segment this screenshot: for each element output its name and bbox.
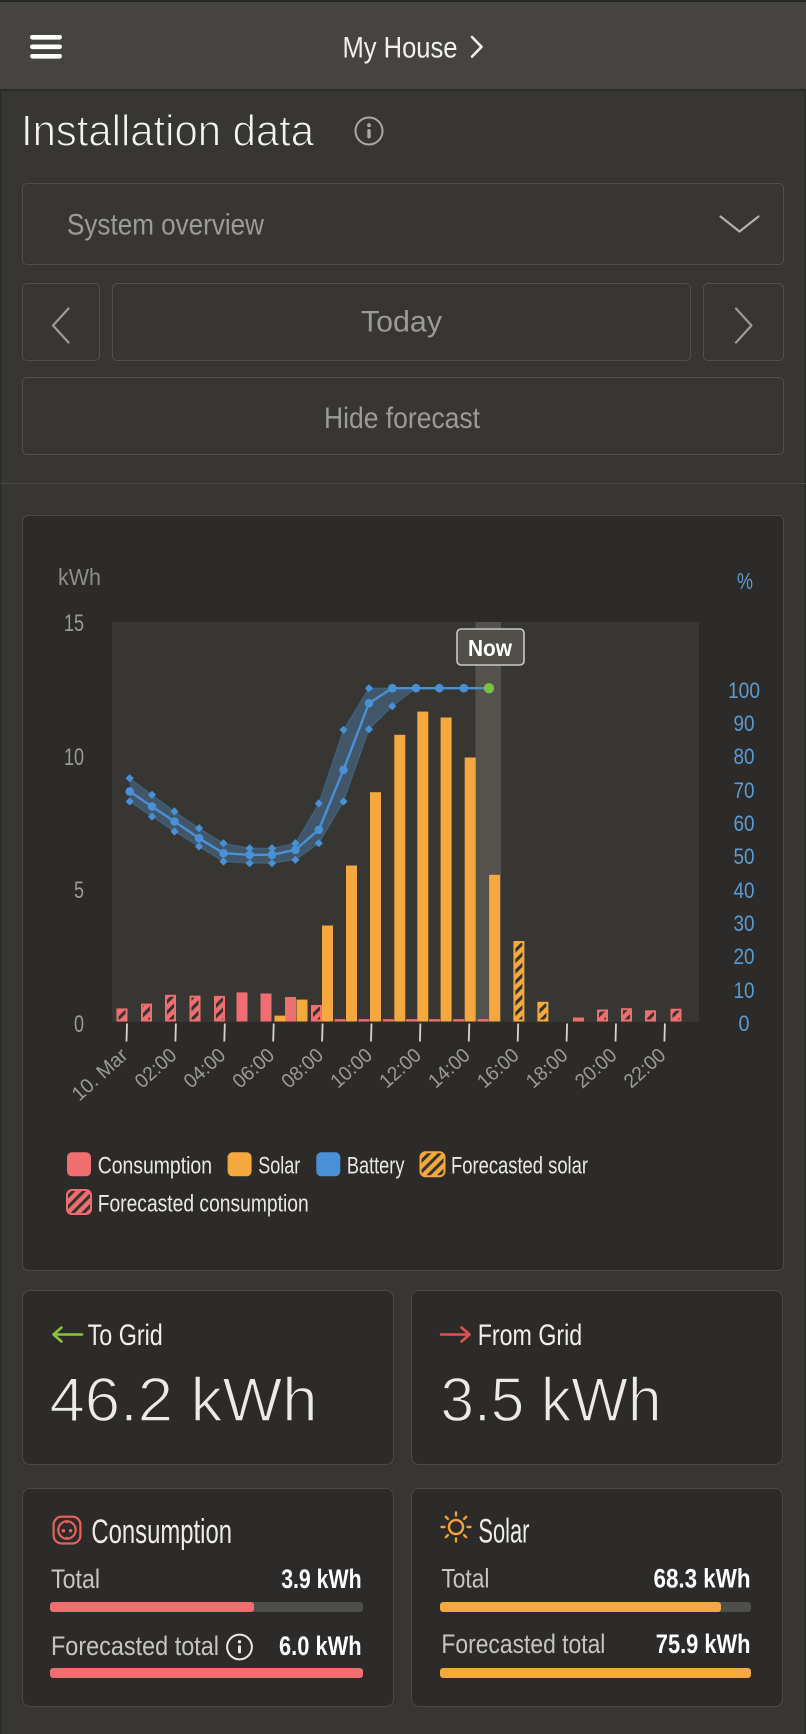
svg-text:System overview: System overview <box>67 209 264 242</box>
svg-text:Total: Total <box>441 1564 489 1594</box>
svg-text:Solar: Solar <box>478 1513 529 1551</box>
svg-text:6.0 kWh: 6.0 kWh <box>279 1631 362 1661</box>
svg-text:To Grid: To Grid <box>88 1319 163 1352</box>
svg-text:0: 0 <box>74 1011 84 1038</box>
svg-text:kWh: kWh <box>58 564 101 590</box>
svg-text:46.2 kWh: 46.2 kWh <box>50 1366 318 1435</box>
svg-text:Now: Now <box>468 635 512 661</box>
svg-text:10: 10 <box>734 978 755 1003</box>
svg-text:Today: Today <box>361 306 442 339</box>
svg-text:From Grid: From Grid <box>478 1319 583 1352</box>
svg-text:Forecasted total: Forecasted total <box>441 1629 605 1659</box>
svg-text:30: 30 <box>734 911 755 936</box>
svg-text:My House: My House <box>343 32 458 65</box>
svg-text:Forecasted consumption: Forecasted consumption <box>98 1191 309 1218</box>
svg-text:100: 100 <box>728 678 760 703</box>
svg-text:20: 20 <box>734 944 755 969</box>
svg-text:Hide forecast: Hide forecast <box>324 402 481 435</box>
svg-text:50: 50 <box>734 844 755 869</box>
svg-text:%: % <box>737 568 753 594</box>
svg-text:90: 90 <box>734 711 755 736</box>
svg-text:Total: Total <box>51 1564 100 1594</box>
svg-text:Solar: Solar <box>258 1153 300 1180</box>
svg-text:Consumption: Consumption <box>91 1513 232 1551</box>
svg-text:80: 80 <box>734 744 755 769</box>
svg-text:Installation data: Installation data <box>21 106 314 155</box>
svg-text:Consumption: Consumption <box>98 1153 212 1180</box>
svg-text:70: 70 <box>734 778 755 803</box>
svg-text:Forecasted total: Forecasted total <box>51 1631 219 1661</box>
svg-text:10: 10 <box>64 744 84 771</box>
svg-text:60: 60 <box>734 811 755 836</box>
svg-text:3.9 kWh: 3.9 kWh <box>281 1564 361 1594</box>
svg-text:Forecasted solar: Forecasted solar <box>451 1153 588 1180</box>
svg-text:5: 5 <box>74 877 84 904</box>
svg-text:75.9 kWh: 75.9 kWh <box>656 1629 751 1659</box>
svg-text:Battery: Battery <box>347 1153 405 1180</box>
svg-text:3.5 kWh: 3.5 kWh <box>441 1366 662 1435</box>
svg-text:68.3 kWh: 68.3 kWh <box>654 1564 751 1594</box>
svg-text:0: 0 <box>739 1011 750 1036</box>
svg-text:15: 15 <box>64 610 84 637</box>
svg-text:40: 40 <box>734 878 755 903</box>
